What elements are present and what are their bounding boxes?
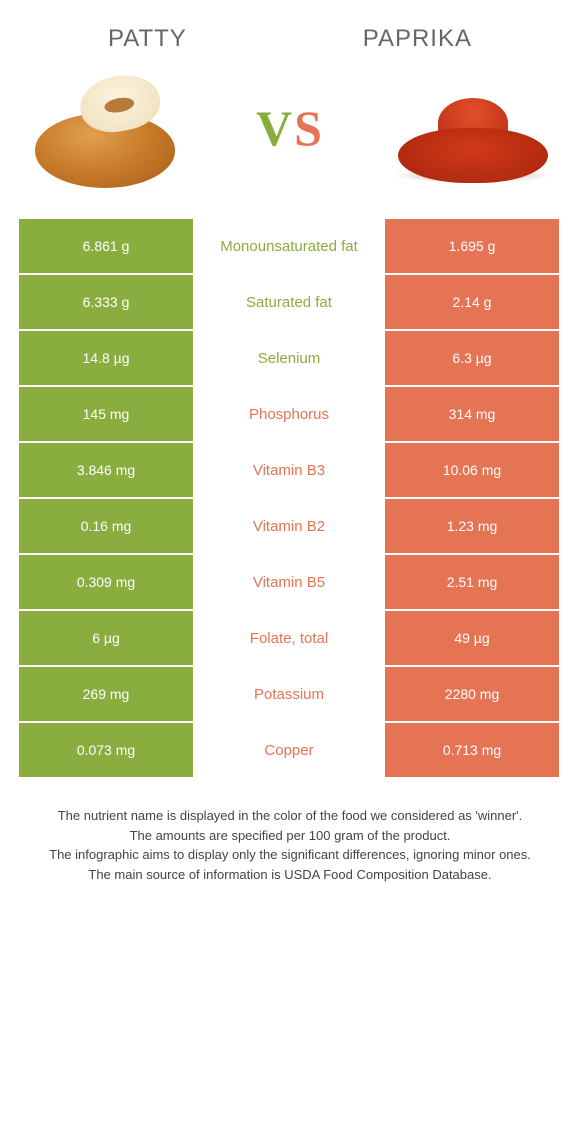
value-left: 6.861 g (18, 218, 194, 274)
paprika-image (390, 68, 555, 188)
table-row: 6.333 gSaturated fat2.14 g (18, 274, 562, 330)
nutrient-label: Folate, total (194, 610, 384, 666)
table-row: 0.309 mgVitamin B52.51 mg (18, 554, 562, 610)
nutrient-label: Copper (194, 722, 384, 778)
value-left: 3.846 mg (18, 442, 194, 498)
table-row: 0.073 mgCopper0.713 mg (18, 722, 562, 778)
value-left: 269 mg (18, 666, 194, 722)
nutrient-label: Phosphorus (194, 386, 384, 442)
table-row: 269 mgPotassium2280 mg (18, 666, 562, 722)
value-right: 49 µg (384, 610, 560, 666)
value-left: 6.333 g (18, 274, 194, 330)
value-left: 145 mg (18, 386, 194, 442)
nutrient-label: Potassium (194, 666, 384, 722)
table-row: 3.846 mgVitamin B310.06 mg (18, 442, 562, 498)
nutrient-table: 6.861 gMonounsaturated fat1.695 g6.333 g… (18, 218, 562, 778)
value-right: 1.695 g (384, 218, 560, 274)
footer-line: The main source of information is USDA F… (30, 865, 550, 885)
value-right: 2.51 mg (384, 554, 560, 610)
footer-line: The infographic aims to display only the… (30, 845, 550, 865)
nutrient-label: Saturated fat (194, 274, 384, 330)
title-left: PATTY (108, 25, 187, 53)
vs-s: S (294, 100, 324, 156)
value-right: 1.23 mg (384, 498, 560, 554)
value-right: 2.14 g (384, 274, 560, 330)
value-left: 14.8 µg (18, 330, 194, 386)
vs-row: VS (0, 58, 580, 218)
value-right: 6.3 µg (384, 330, 560, 386)
table-row: 145 mgPhosphorus314 mg (18, 386, 562, 442)
table-row: 6 µgFolate, total49 µg (18, 610, 562, 666)
header: PATTY PAPRIKA (0, 10, 580, 58)
title-right: PAPRIKA (363, 25, 472, 53)
patty-image (25, 68, 190, 188)
table-row: 14.8 µgSelenium6.3 µg (18, 330, 562, 386)
table-row: 6.861 gMonounsaturated fat1.695 g (18, 218, 562, 274)
value-right: 2280 mg (384, 666, 560, 722)
value-left: 0.16 mg (18, 498, 194, 554)
value-left: 6 µg (18, 610, 194, 666)
value-right: 0.713 mg (384, 722, 560, 778)
footer-notes: The nutrient name is displayed in the co… (30, 806, 550, 884)
nutrient-label: Vitamin B5 (194, 554, 384, 610)
value-right: 314 mg (384, 386, 560, 442)
nutrient-label: Vitamin B2 (194, 498, 384, 554)
nutrient-label: Monounsaturated fat (194, 218, 384, 274)
footer-line: The nutrient name is displayed in the co… (30, 806, 550, 826)
footer-line: The amounts are specified per 100 gram o… (30, 826, 550, 846)
vs-label: VS (256, 99, 324, 157)
value-left: 0.073 mg (18, 722, 194, 778)
nutrient-label: Vitamin B3 (194, 442, 384, 498)
table-row: 0.16 mgVitamin B21.23 mg (18, 498, 562, 554)
value-right: 10.06 mg (384, 442, 560, 498)
nutrient-label: Selenium (194, 330, 384, 386)
vs-v: V (256, 100, 294, 156)
value-left: 0.309 mg (18, 554, 194, 610)
